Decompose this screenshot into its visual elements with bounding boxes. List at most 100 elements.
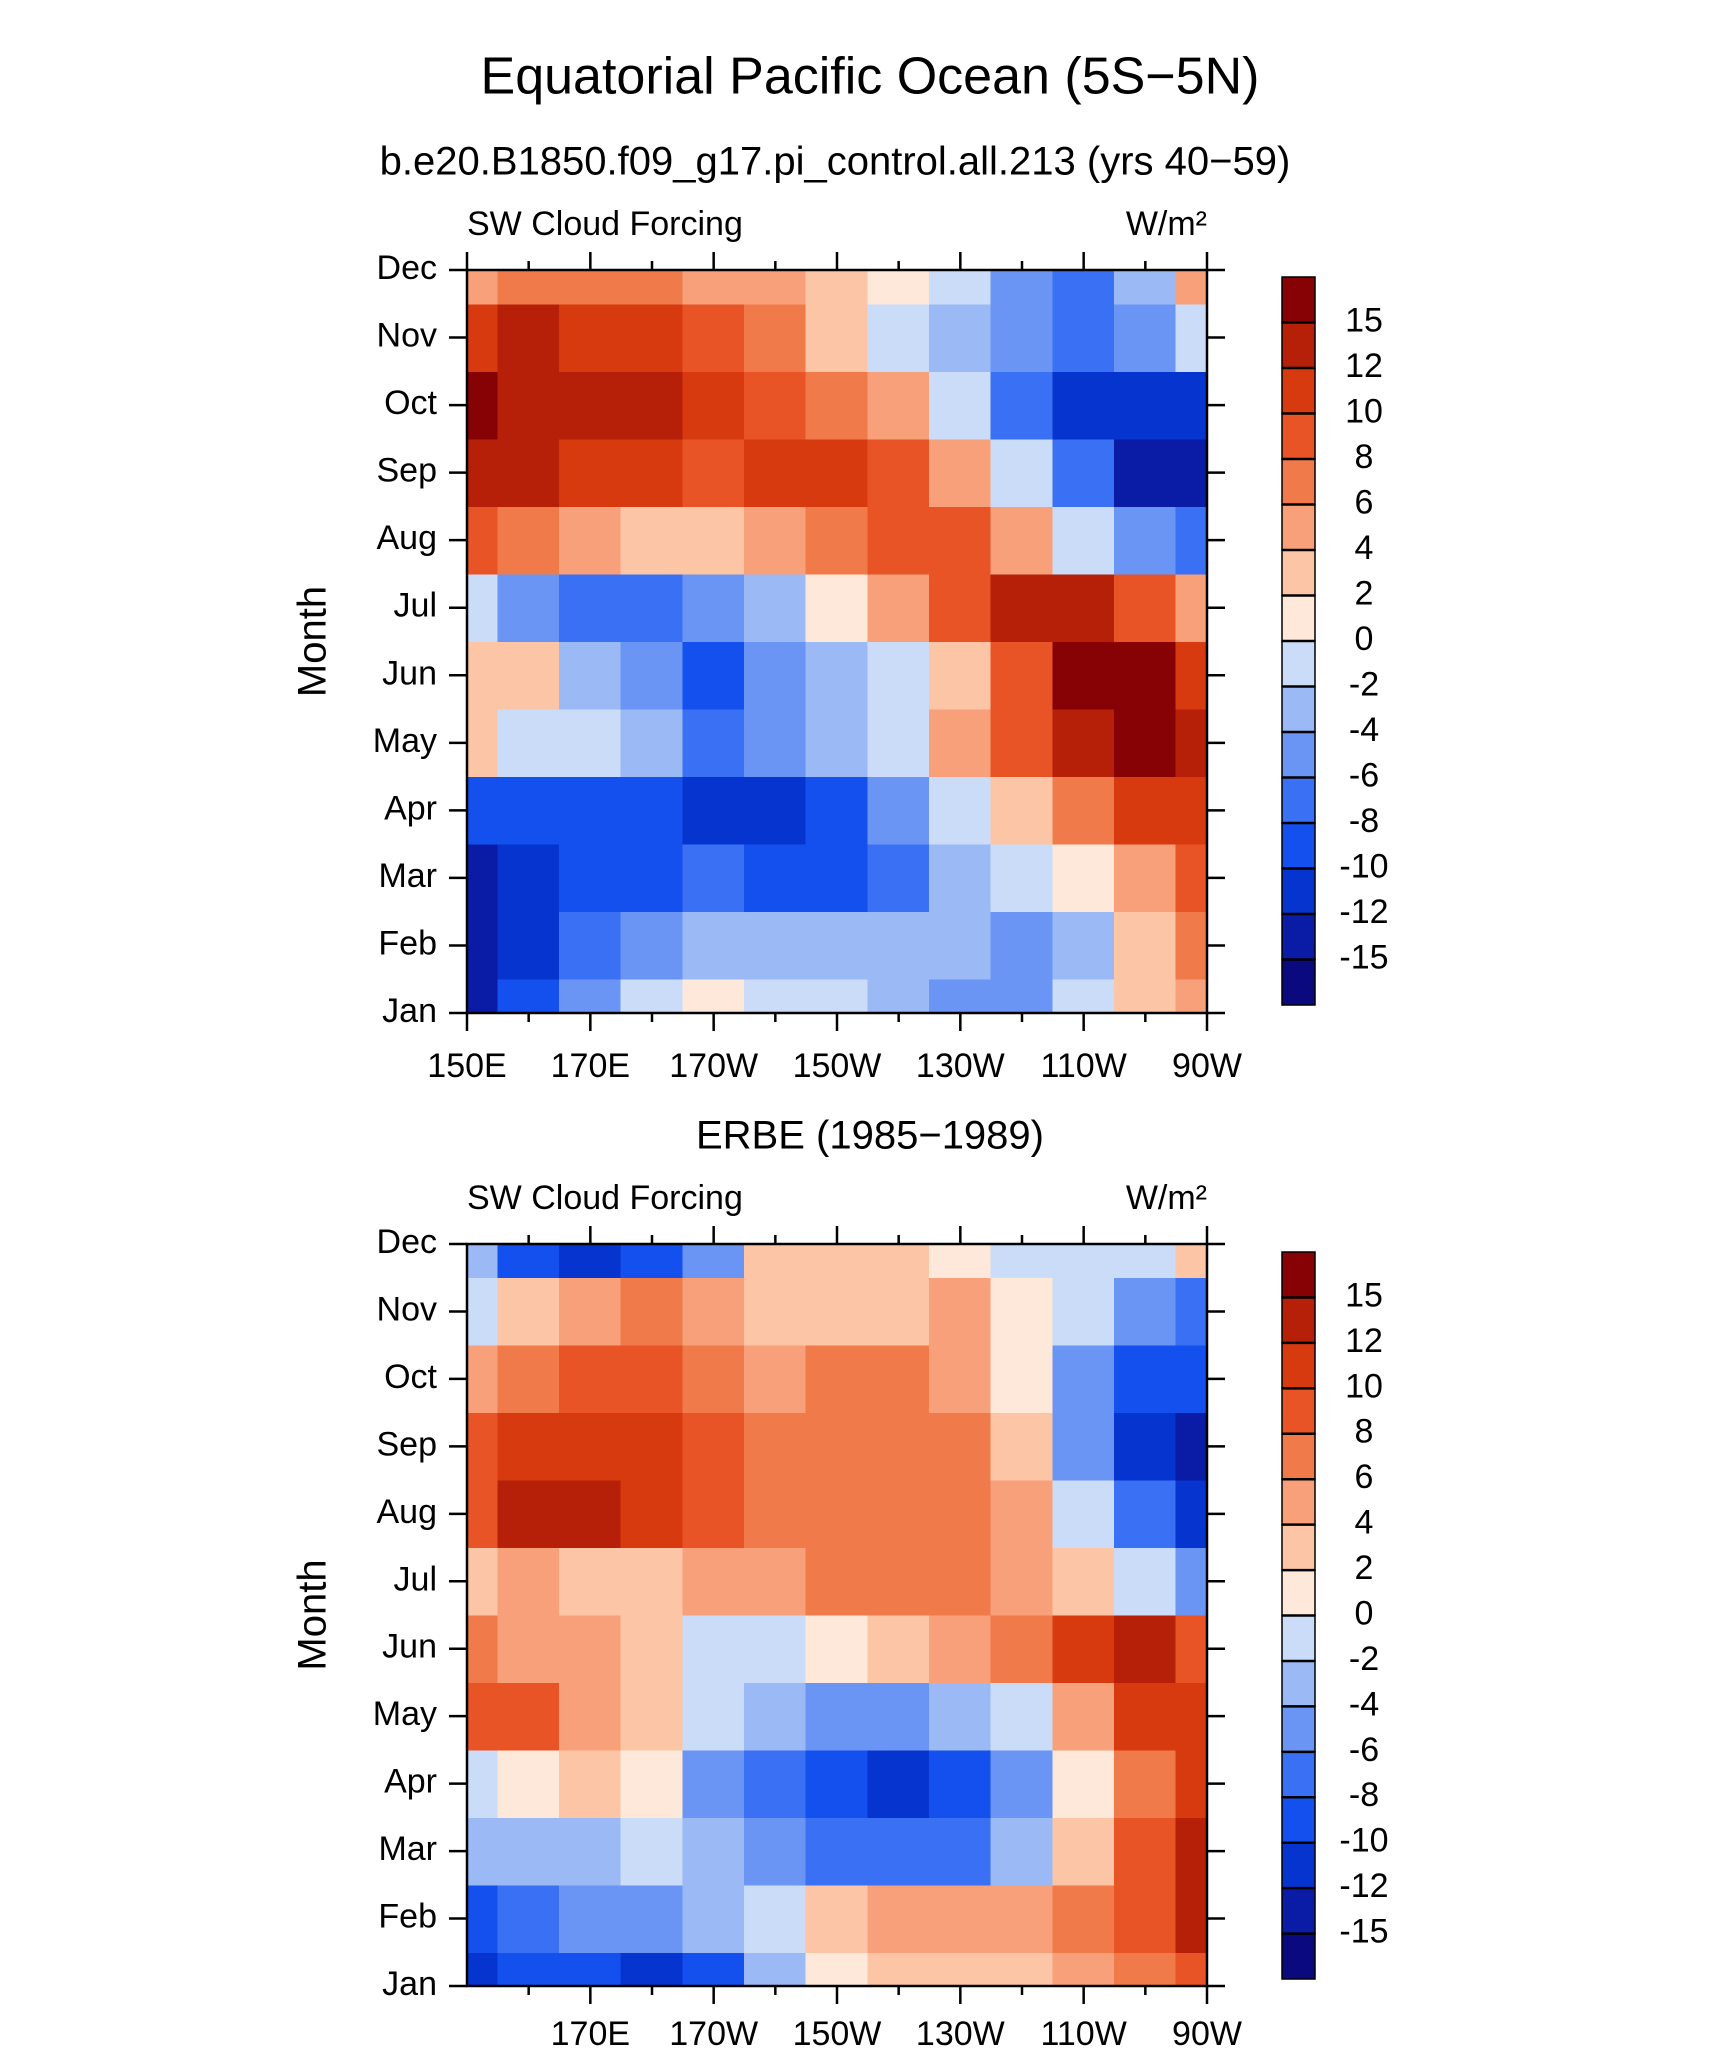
x-tick-label: 90W [1172,2015,1242,2053]
y-tick-label: Mar [378,857,437,895]
contour-cell [805,370,869,440]
contour-cell [929,1243,992,1279]
colorbar-box [1281,1296,1316,1344]
contour-cell [1052,776,1115,845]
contour-cell [682,1412,745,1481]
contour-cell [466,641,499,710]
colorbar-box [1281,1387,1316,1435]
contour-cell [620,1412,684,1481]
contour-cell [1114,438,1177,507]
contour-cell [990,1749,1054,1818]
y-tick-label: Nov [377,317,437,355]
colorbar-box [1281,321,1316,369]
x-tick-label: 170W [669,1047,758,1085]
colorbar-label: 8 [1355,1413,1374,1451]
contour-cell [867,1614,930,1683]
contour-cell [1114,1816,1177,1886]
y-tick-label: Dec [377,249,437,287]
colorbar-box [1281,412,1316,460]
contour-cell [1175,1547,1208,1616]
contour-cell [805,1951,869,1987]
colorbar-label: 4 [1355,1504,1374,1542]
contour-cell [497,1884,560,1953]
contour-cell [1052,269,1115,305]
contour-cell [867,1344,930,1414]
contour-cell [805,1749,869,1818]
contour-cell [1175,1277,1208,1346]
contour-cell [1175,1951,1208,1987]
contour-cell [929,776,992,845]
colorbar-label: -6 [1349,756,1379,794]
contour-cell [1052,505,1115,575]
contour-cell [497,1681,560,1751]
contour-cell [744,1749,807,1818]
x-tick-label: 170E [551,2015,630,2053]
contour-cell [867,1412,930,1481]
contour-cell [990,708,1054,778]
contour-cell [867,843,930,913]
contour-cell [466,1277,499,1346]
contour-cell [744,370,807,440]
contour-cell [497,1344,560,1414]
contour-cell [1114,641,1177,710]
contour-cell [620,1344,684,1414]
contour-cell [805,1816,869,1886]
left-label: SW Cloud Forcing [467,205,743,243]
contour-cell [744,438,807,507]
contour-cell [744,1344,807,1414]
contour-cell [805,269,869,305]
contour-cell [805,1277,869,1346]
colorbar-label: -4 [1349,711,1379,749]
colorbar-box [1281,594,1316,642]
contour-cell [744,573,807,642]
contour-cell [1052,1614,1115,1683]
contour-cell [682,303,745,372]
contour-cell [867,573,930,642]
colorbar-label: 15 [1345,301,1383,339]
colorbar-label: 4 [1355,529,1374,567]
contour-cell [1052,641,1115,710]
contour-cell [867,1681,930,1751]
contour-cell [620,843,684,913]
contour-cell [1175,843,1208,913]
contour-cell [805,843,869,913]
chart-title: Equatorial Pacific Ocean (5S−5N) [481,48,1260,106]
contour-cell [466,1816,499,1886]
contour-cell [620,1884,684,1953]
contour-cell [559,708,622,778]
contour-cell [620,708,684,778]
contour-cell [1052,708,1115,778]
contour-cell [990,1951,1054,1987]
contour-cell [682,1951,745,1987]
y-tick-label: Jun [382,654,437,692]
contour-cell [620,1681,684,1751]
contour-cell [867,1884,930,1953]
contour-cell [867,505,930,575]
y-tick-label: Oct [384,384,437,422]
y-axis-label: Month [291,1559,335,1670]
contour-cell [620,303,684,372]
contour-cell [620,1816,684,1886]
y-tick-label: Jul [394,587,437,625]
y-tick-label: Dec [377,1223,437,1261]
contour-cell [559,1951,622,1987]
contour-cell [929,505,992,575]
contour-cell [990,1243,1054,1279]
contour-cell [497,1951,560,1987]
contour-cell [867,911,930,980]
contour-cell [620,505,684,575]
colorbar-box [1281,458,1316,506]
contour-cell [929,1344,992,1414]
x-tick-label: 150W [793,2015,882,2053]
contour-cell [682,269,745,305]
colorbar-label: 12 [1345,1322,1383,1360]
contour-cell [497,303,560,372]
contour-cell [497,370,560,440]
contour-cell [867,1243,930,1279]
y-tick-label: Jun [382,1628,437,1666]
contour-cell [1114,303,1177,372]
contour-cell [744,1681,807,1751]
contour-cell [867,438,930,507]
contour-cell [466,1884,499,1953]
contour-cell [929,978,992,1014]
